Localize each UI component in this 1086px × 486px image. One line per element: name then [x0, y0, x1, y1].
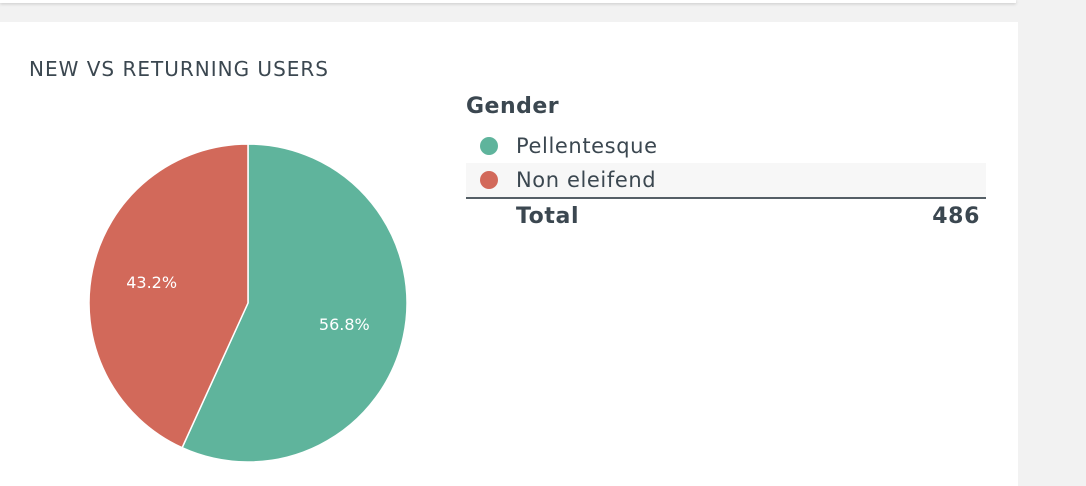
pie-slice-non-eleifend[interactable] [88, 143, 249, 449]
legend-total-row: Total 486 [466, 197, 986, 235]
card-title: NEW VS RETURNING USERS [29, 57, 329, 81]
chart-card: NEW VS RETURNING USERS 56.8% 43.2% Gender… [0, 22, 1018, 486]
pie-slice-value-label: 56.8% [319, 315, 370, 334]
legend-item-label: Non eleifend [516, 168, 657, 192]
pie-slice-value-label: 43.2% [126, 273, 177, 292]
total-value: 486 [932, 204, 980, 229]
legend-color-dot-icon [480, 171, 498, 189]
legend: Gender Pellentesque Non eleifend Total 4… [466, 94, 986, 235]
legend-item-non-eleifend[interactable]: Non eleifend [466, 163, 986, 197]
legend-heading: Gender [466, 94, 560, 119]
previous-card-edge [0, 0, 1016, 3]
legend-item-pellentesque[interactable]: Pellentesque [466, 129, 986, 163]
pie-chart: 56.8% 43.2% [88, 143, 408, 463]
legend-color-dot-icon [480, 137, 498, 155]
legend-item-label: Pellentesque [516, 134, 658, 158]
total-label: Total [516, 204, 580, 229]
pie-slice-pellentesque[interactable] [181, 143, 408, 463]
